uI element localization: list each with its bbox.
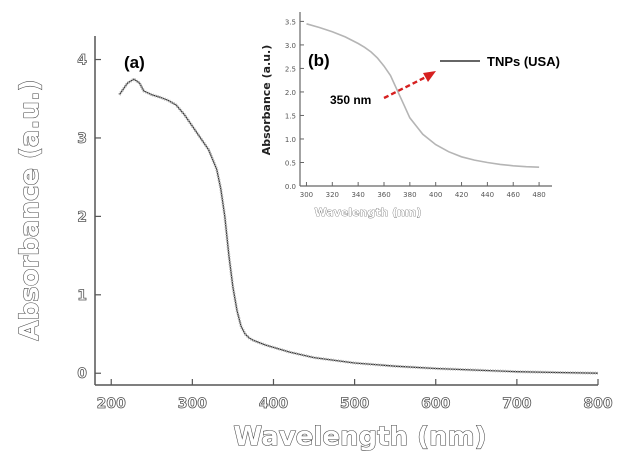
inset-x-axis-title: Wavelength (nm) — [315, 206, 422, 219]
inset-x-tick-label: 300 — [300, 191, 313, 199]
panel-label-a: (a) — [124, 53, 145, 72]
main-y-tick-label: 0 — [77, 366, 87, 382]
annotation-arrow-head — [423, 71, 436, 82]
main-series-line-texture — [118, 77, 599, 375]
inset-x-tick-label: 480 — [532, 191, 545, 199]
inset-series-line — [306, 23, 540, 168]
inset-x-tick-label: 360 — [377, 191, 390, 199]
inset-y-tick-label: 3.5 — [285, 18, 296, 26]
inset-x-tick-label: 340 — [351, 191, 364, 199]
inset-y-tick-label: 1.0 — [285, 136, 296, 144]
annotation-arrow-shaft — [383, 74, 429, 100]
inset-y-tick-label: 1.5 — [285, 112, 296, 120]
main-y-tick-label: 1 — [77, 288, 87, 304]
main-x-tick-label: 700 — [502, 396, 531, 412]
main-x-tick-label: 200 — [97, 396, 126, 412]
annotation-label: 350 nm — [330, 93, 371, 107]
main-x-tick-label: 400 — [259, 396, 288, 412]
main-x-tick-label: 800 — [583, 396, 612, 412]
main-x-tick-label: 500 — [340, 396, 369, 412]
inset-y-axis-title: Absorbance (a.u.) — [260, 45, 273, 156]
main-y-axis-title: Absorbance (a.u.) — [15, 79, 45, 340]
inset-y-tick-label: 2.0 — [285, 89, 296, 97]
main-y-tick-label: 2 — [77, 209, 87, 225]
inset-x-tick-label: 320 — [326, 191, 339, 199]
inset-x-tick-label: 400 — [429, 191, 442, 199]
inset-x-tick-label: 380 — [403, 191, 416, 199]
main-x-tick-label: 300 — [178, 396, 207, 412]
inset-x-tick-label: 460 — [507, 191, 520, 199]
inset-background — [262, 0, 558, 222]
inset-y-tick-label: 3.0 — [285, 42, 296, 50]
main-y-tick-label: 3 — [77, 131, 87, 147]
legend-label: TNPs (USA) — [487, 54, 560, 69]
inset-y-tick-label: 0.5 — [285, 159, 296, 167]
inset-x-tick-label: 420 — [455, 191, 468, 199]
inset-y-tick-label: 2.5 — [285, 65, 296, 73]
panel-label-b: (b) — [308, 51, 330, 70]
main-y-tick-label: 4 — [77, 53, 87, 69]
inset-y-tick-label: 0.0 — [285, 183, 296, 191]
main-x-axis-title: Wavelength (nm) — [234, 422, 487, 452]
inset-x-tick-label: 440 — [481, 191, 494, 199]
main-x-tick-label: 600 — [421, 396, 450, 412]
